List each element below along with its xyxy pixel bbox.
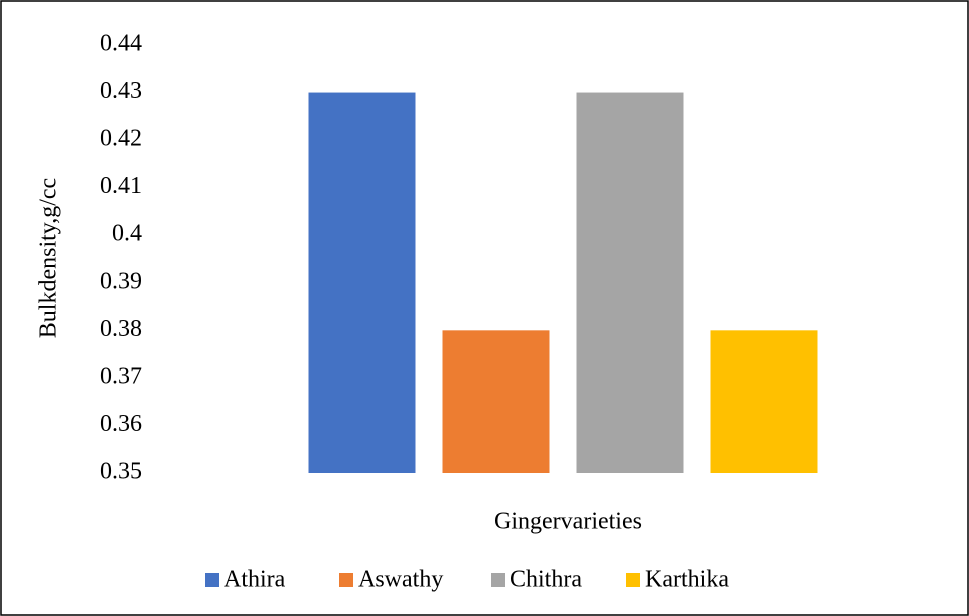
- legend-label: Chithra: [510, 567, 582, 593]
- bar: [576, 92, 684, 474]
- y-tick-label: 0.39: [100, 268, 142, 294]
- bar: [442, 330, 550, 473]
- legend-swatch: [205, 573, 219, 587]
- y-tick-label: 0.38: [100, 316, 142, 342]
- y-tick-label: 0.41: [100, 173, 142, 199]
- y-tick-label: 0.43: [100, 78, 142, 104]
- y-tick-label: 0.36: [100, 411, 142, 437]
- y-tick-label: 0.4: [112, 221, 142, 247]
- legend-swatch: [626, 573, 640, 587]
- bar: [308, 92, 416, 474]
- legend-swatch: [491, 573, 505, 587]
- y-tick-label: 0.35: [100, 459, 142, 485]
- legend-swatch: [339, 573, 353, 587]
- y-tick-label: 0.44: [100, 31, 142, 57]
- y-tick-label: 0.42: [100, 126, 142, 152]
- legend-label: Aswathy: [358, 567, 443, 593]
- legend-label: Karthika: [645, 567, 729, 593]
- legend-label: Athira: [224, 567, 286, 593]
- x-axis-label: Gingervarieties: [494, 509, 642, 535]
- y-axis-label: Bulkdensity,g/cc: [36, 178, 62, 338]
- y-tick-label: 0.37: [100, 363, 142, 389]
- bar: [710, 330, 818, 473]
